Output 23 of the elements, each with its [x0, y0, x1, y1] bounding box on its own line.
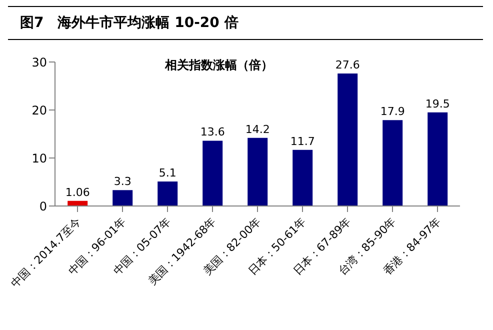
chart-title: 图7 海外牛市平均涨幅 10-20 倍 [20, 14, 238, 32]
bar [338, 74, 358, 206]
bar [248, 138, 268, 206]
data-label: 14.2 [245, 122, 270, 136]
data-label: 27.6 [335, 58, 360, 72]
data-label: 3.3 [114, 175, 132, 188]
bar [292, 150, 313, 206]
bar [112, 190, 133, 206]
bar [202, 140, 223, 206]
data-label: 19.5 [425, 97, 450, 110]
bar [382, 120, 403, 206]
data-label: 17.9 [380, 105, 405, 118]
y-tick-label: 0 [39, 199, 47, 214]
bar [158, 182, 178, 206]
chart-subtitle: 相关指数涨幅（倍） [165, 57, 273, 74]
bar [428, 112, 448, 206]
y-tick-label: 30 [32, 55, 47, 70]
data-label: 11.7 [290, 134, 315, 148]
data-label: 1.06 [65, 186, 90, 199]
y-tick-label: 20 [32, 103, 47, 118]
data-label: 13.6 [200, 126, 225, 139]
y-tick-label: 10 [32, 151, 47, 166]
data-label: 5.1 [158, 166, 176, 180]
